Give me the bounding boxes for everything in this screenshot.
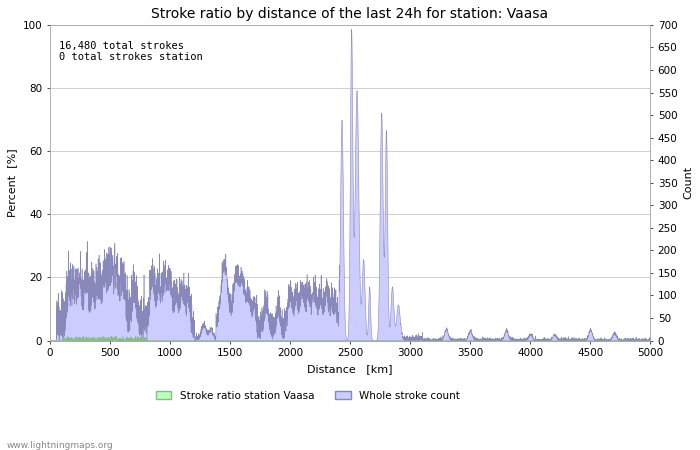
Text: www.lightningmaps.org: www.lightningmaps.org <box>7 441 113 450</box>
Y-axis label: Count: Count <box>683 166 693 199</box>
Text: 16,480 total strokes
0 total strokes station: 16,480 total strokes 0 total strokes sta… <box>59 40 202 62</box>
X-axis label: Distance   [km]: Distance [km] <box>307 364 393 374</box>
Y-axis label: Percent  [%]: Percent [%] <box>7 148 17 217</box>
Legend: Stroke ratio station Vaasa, Whole stroke count: Stroke ratio station Vaasa, Whole stroke… <box>152 387 464 405</box>
Title: Stroke ratio by distance of the last 24h for station: Vaasa: Stroke ratio by distance of the last 24h… <box>151 7 549 21</box>
